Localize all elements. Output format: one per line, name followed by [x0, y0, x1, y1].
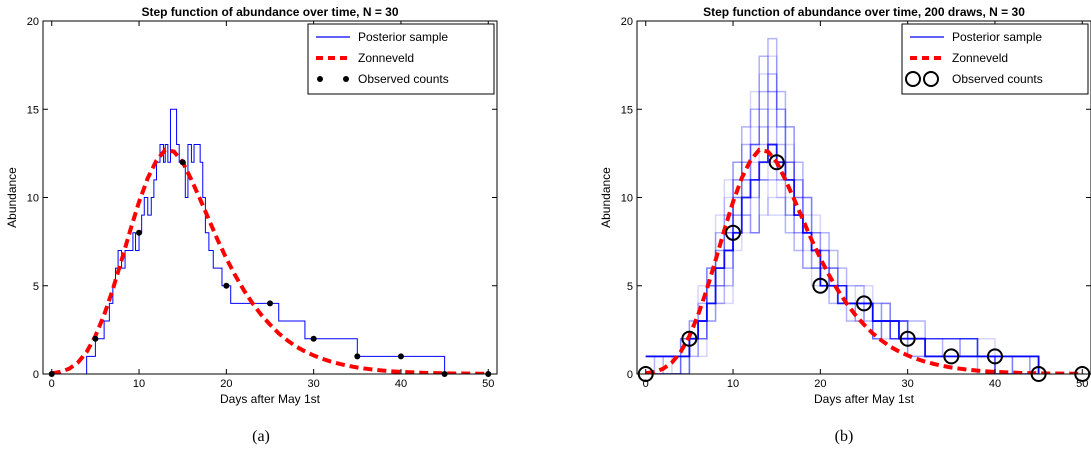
posterior-draw-line	[645, 73, 1040, 374]
observed-point	[397, 353, 404, 360]
observed-point	[136, 229, 143, 236]
y-tick-label: 5	[33, 281, 39, 293]
legend-swatch-observed	[923, 71, 939, 87]
legend-box	[307, 23, 495, 95]
legend-box	[901, 23, 1089, 95]
y-tick-label: 0	[33, 369, 39, 381]
observed-circle	[986, 348, 1003, 365]
posterior-draw-line	[645, 90, 1040, 374]
observed-point	[267, 300, 273, 307]
legend: Posterior sample Zonneveld Observed counts	[901, 23, 1089, 95]
observed-circle	[725, 224, 742, 241]
legend: Posterior sample Zonneveld Observed counts	[307, 23, 495, 95]
x-tick-label: 10	[727, 378, 739, 390]
posterior-draw-line	[645, 108, 1040, 374]
posterior-draw-line	[645, 90, 1040, 374]
x-tick-label: 0	[643, 378, 649, 390]
plot-area	[51, 108, 489, 374]
y-tick-label: 10	[27, 193, 39, 205]
posterior-draw-line	[645, 179, 1039, 374]
x-tick-label: 50	[482, 378, 494, 390]
y-tick-label: 15	[621, 104, 633, 116]
posterior-draw-line	[645, 179, 1039, 374]
y-tick-label: 5	[627, 281, 633, 293]
x-tick-label: 10	[133, 378, 145, 390]
caption-b: (b)	[834, 428, 854, 445]
observed-circle	[681, 330, 698, 347]
posterior-draw-line	[645, 55, 1040, 374]
chart-title: Step function of abundance over time, N …	[141, 5, 398, 19]
zonneveld-curve	[645, 147, 1083, 374]
observed-point	[179, 159, 186, 166]
posterior-draw-line	[645, 179, 1039, 374]
y-axis-label: Abundance	[599, 167, 613, 228]
observed-point	[92, 335, 99, 342]
legend-label: Zonneveld	[358, 51, 414, 65]
y-tick-label: 15	[27, 104, 39, 116]
x-tick-label: 40	[989, 378, 1001, 390]
x-tick-label: 50	[1076, 378, 1088, 390]
posterior-step-line	[51, 108, 489, 374]
posterior-draw-line	[645, 143, 1039, 374]
legend-swatch-observed	[343, 76, 349, 82]
y-tick-label: 20	[621, 16, 633, 28]
posterior-draw-line	[645, 73, 1040, 374]
legend-label: Posterior sample	[358, 30, 448, 44]
legend-swatch-observed	[905, 71, 921, 87]
x-axis-label: Days after May 1st	[220, 392, 321, 406]
posterior-draw-line	[645, 126, 1039, 374]
chart-b: 0 10 20 30 40 50 0 5 10 15 20 Step function of abun…	[599, 5, 1091, 406]
y-tick-label: 0	[627, 369, 633, 381]
legend-label: Observed counts	[952, 72, 1043, 86]
x-tick-label: 20	[814, 378, 826, 390]
x-tick-label: 30	[902, 378, 914, 390]
y-tick-label: 20	[27, 16, 39, 28]
legend-label: Posterior sample	[952, 30, 1042, 44]
posterior-draw-line	[645, 126, 1040, 374]
observed-point	[310, 335, 317, 342]
x-tick-label: 30	[308, 378, 320, 390]
observed-circle	[899, 330, 916, 347]
x-tick-label: 0	[49, 378, 55, 390]
y-axis-label: Abundance	[5, 167, 19, 228]
legend-label: Observed counts	[358, 72, 449, 86]
x-tick-label: 20	[220, 378, 232, 390]
legend-label: Zonneveld	[952, 51, 1008, 65]
posterior-draw-line	[645, 37, 1040, 374]
chart-a: 0 10 20 30 40 50 0 5 10 15 20 Step function of abun…	[5, 5, 498, 406]
observed-circle	[812, 277, 829, 294]
chart-title: Step function of abundance over time, 20…	[703, 5, 1025, 19]
y-tick-label: 10	[621, 193, 633, 205]
x-tick-label: 40	[395, 378, 407, 390]
observed-circle	[943, 348, 960, 365]
observed-circle	[856, 295, 872, 312]
x-axis-label: Days after May 1st	[814, 392, 915, 406]
observed-point	[354, 353, 361, 360]
observed-circle	[768, 154, 785, 171]
posterior-median-line	[645, 143, 1040, 374]
posterior-draw-line	[645, 108, 1039, 374]
observed-point	[223, 282, 230, 289]
caption-a: (a)	[252, 428, 270, 445]
zonneveld-curve	[51, 147, 489, 374]
posterior-draw-line	[645, 55, 1040, 374]
legend-swatch-observed	[317, 76, 323, 82]
plot-area	[645, 37, 1083, 374]
